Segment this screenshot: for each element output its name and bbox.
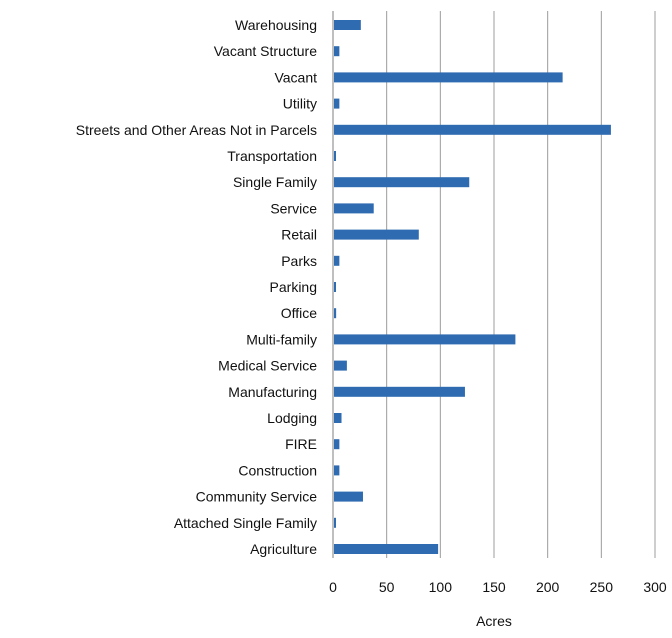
bar-medical-service	[334, 360, 347, 371]
category-label: Community Service	[196, 489, 318, 505]
category-label: Parks	[281, 253, 317, 269]
category-label: Manufacturing	[228, 384, 317, 400]
bar-construction	[334, 465, 340, 476]
category-label: Retail	[281, 227, 317, 243]
category-label: FIRE	[285, 436, 317, 452]
bar-lodging	[334, 413, 342, 423]
bar-parking	[334, 282, 336, 292]
bar-attached-single-family	[334, 517, 336, 528]
category-label: Vacant Structure	[214, 43, 317, 59]
bar-agriculture	[334, 544, 439, 554]
x-axis-title: Acres	[476, 613, 512, 629]
x-tick-label: 0	[329, 579, 337, 595]
x-tick-label: 200	[536, 579, 560, 595]
x-tick-label: 100	[429, 579, 453, 595]
bar-vacant	[334, 72, 563, 83]
bar-service	[334, 203, 374, 214]
category-label: Streets and Other Areas Not in Parcels	[76, 122, 317, 138]
bar-multi-family	[334, 334, 516, 345]
bar-vacant-structure	[334, 46, 340, 57]
category-label: Attached Single Family	[174, 515, 317, 531]
category-label: Multi-family	[246, 331, 317, 347]
bar-community-service	[334, 491, 363, 502]
bar-transportation	[334, 151, 336, 161]
category-label: Vacant	[274, 69, 317, 85]
category-label: Warehousing	[235, 17, 317, 33]
category-label: Lodging	[267, 410, 317, 426]
x-tick-label: 150	[482, 579, 506, 595]
bar-utility	[334, 98, 340, 109]
bar-single-family	[334, 177, 470, 188]
bar-fire	[334, 439, 340, 450]
bar-streets-and-other-areas-not-in-parcels	[334, 124, 611, 135]
bar-parks	[334, 255, 340, 266]
category-label: Office	[281, 305, 318, 321]
grid-layer	[386, 11, 656, 558]
category-label: Parking	[270, 279, 317, 295]
x-tick-label: 300	[643, 579, 667, 595]
bar-office	[334, 308, 337, 319]
x-tick-label: 50	[379, 579, 395, 595]
category-label: Construction	[238, 462, 317, 478]
category-label: Medical Service	[218, 358, 317, 374]
category-label: Single Family	[233, 174, 317, 190]
category-label: Transportation	[227, 148, 317, 164]
x-tick-label: 250	[590, 579, 614, 595]
bar-manufacturing	[334, 386, 465, 397]
bar-layer	[334, 20, 611, 554]
bar-retail	[334, 229, 419, 240]
category-label-layer: Warehousing Vacant Structure Vacant Utility…	[76, 17, 317, 557]
category-label: Service	[270, 200, 317, 216]
bar-warehousing	[334, 20, 361, 30]
tick-label-layer: 0 50 100 150 200 250 300	[329, 579, 667, 595]
category-label: Agriculture	[250, 541, 317, 557]
category-label: Utility	[283, 96, 317, 112]
